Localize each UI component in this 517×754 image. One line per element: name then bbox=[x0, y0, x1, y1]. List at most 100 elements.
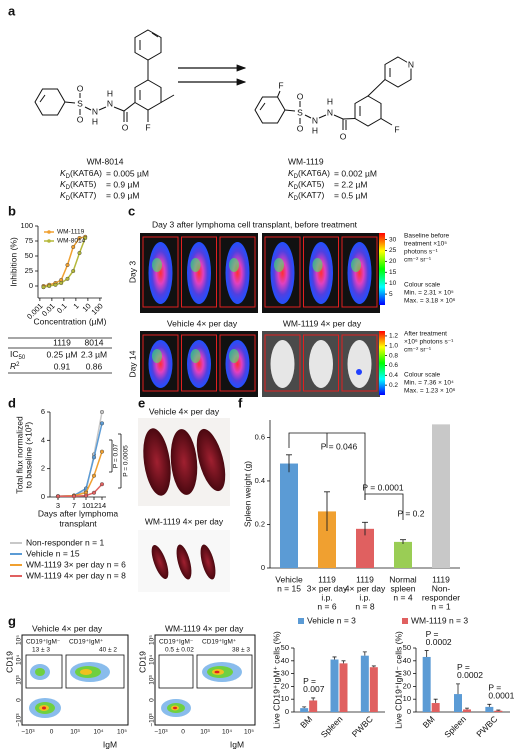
colour-scale: Min. = 2.31 × 10⁵ bbox=[404, 290, 454, 297]
p-value: P = bbox=[303, 676, 316, 686]
point bbox=[41, 285, 46, 290]
row-sub: 50 bbox=[19, 355, 26, 361]
error-bar bbox=[456, 683, 460, 695]
y-tick-label: 2 bbox=[41, 464, 45, 473]
error-bar bbox=[487, 703, 492, 707]
x-tick-label: 1119 bbox=[318, 574, 336, 584]
plot-title: Vehicle 4× per day bbox=[32, 623, 103, 633]
table-row-label: IC50 bbox=[10, 349, 26, 360]
kd-value: = 0.5 µM bbox=[334, 190, 367, 200]
colour-tick-label: 30 bbox=[389, 236, 397, 243]
error-bar bbox=[362, 521, 368, 536]
roi-box bbox=[142, 236, 179, 308]
y-tick-label: 30 bbox=[281, 669, 289, 678]
x-tick-label: i.p. bbox=[321, 592, 332, 602]
point bbox=[91, 490, 96, 495]
x-axis-label: Days after lymphoma bbox=[38, 508, 119, 518]
point bbox=[65, 276, 70, 281]
signal bbox=[312, 258, 323, 272]
bar bbox=[454, 694, 462, 712]
colour-scale: Colour scale bbox=[404, 282, 441, 289]
x-tick-label: Vehicle bbox=[275, 574, 303, 584]
bar bbox=[463, 709, 471, 712]
error-bar bbox=[465, 707, 469, 710]
x-tick-label: 14 bbox=[98, 501, 106, 510]
gate-name: CD19⁺IgM⁻ bbox=[159, 639, 194, 646]
legend-label: Vehicle n = 15 bbox=[26, 548, 80, 558]
signal bbox=[356, 369, 362, 375]
gate-name: CD19⁺IgM⁺ bbox=[69, 639, 104, 646]
table-header: 8014 bbox=[85, 337, 104, 347]
panel-label: b bbox=[8, 203, 16, 218]
kd-sub: D bbox=[294, 196, 299, 202]
legend-label: WM-1119 4× per day n = 8 bbox=[26, 570, 126, 580]
bar bbox=[300, 708, 309, 712]
y-axis-label: Inhibition (%) bbox=[8, 237, 18, 287]
kd-target: (KAT6A) bbox=[70, 168, 102, 178]
atom: F bbox=[394, 124, 399, 134]
colour-bar bbox=[379, 233, 385, 305]
bar bbox=[485, 706, 494, 712]
p-value: P = bbox=[426, 629, 439, 639]
colour-unit: Baseline before bbox=[404, 233, 450, 240]
panel-label: a bbox=[8, 3, 16, 18]
table-cell: 0.25 µM bbox=[47, 349, 78, 359]
roi-box bbox=[341, 236, 378, 308]
colour-tick-label: 1.0 bbox=[389, 342, 398, 349]
atom: O bbox=[340, 131, 347, 141]
point bbox=[99, 482, 104, 487]
p-value: P = 0.046 bbox=[321, 441, 358, 451]
x-tick-label: −10³ bbox=[154, 729, 168, 736]
error-bar bbox=[424, 650, 429, 657]
point bbox=[83, 493, 88, 498]
x-tick-label: 7 bbox=[72, 501, 76, 510]
y-axis-label: CD19 bbox=[137, 651, 147, 673]
bar bbox=[494, 710, 503, 712]
legend-marker bbox=[47, 239, 51, 243]
kd-target: (KAT5) bbox=[70, 179, 96, 189]
mouse bbox=[225, 340, 250, 388]
bar bbox=[356, 528, 374, 568]
colour-tick-label: 25 bbox=[389, 247, 397, 254]
row-label: Day 3 bbox=[127, 261, 137, 283]
kd-sub: D bbox=[66, 196, 71, 202]
point bbox=[77, 250, 82, 255]
kd-line: KD(KAT7) bbox=[60, 190, 96, 201]
p-value: 0.007 bbox=[303, 684, 325, 694]
point bbox=[71, 494, 76, 499]
row-symbol: IC bbox=[10, 349, 19, 359]
spleen-photos bbox=[138, 418, 230, 592]
point bbox=[71, 244, 76, 249]
point bbox=[47, 284, 52, 289]
kd-sub: D bbox=[294, 174, 299, 180]
kd-line: KD(KAT6A) bbox=[60, 168, 102, 179]
bar bbox=[330, 659, 339, 712]
x-tick-label: 10⁴ bbox=[222, 729, 232, 736]
y-tick-label: −10³ bbox=[16, 713, 23, 727]
series-line bbox=[43, 237, 86, 288]
x-tick-label: n = 1 bbox=[431, 601, 450, 611]
x-tick-label: 10⁵ bbox=[244, 729, 254, 736]
table-cell: 2.3 µM bbox=[81, 349, 107, 359]
x-tick-label: PWBC bbox=[474, 714, 499, 739]
legend-label: Vehicle n = 3 bbox=[307, 615, 356, 625]
table-cell: 0.86 bbox=[86, 361, 103, 371]
kd-value: = 2.2 µM bbox=[334, 179, 367, 189]
error-bar bbox=[433, 698, 438, 704]
y-axis-label: to baseline (×10³) bbox=[23, 422, 33, 489]
panel-title: Day 3 after lymphoma cell transplant, be… bbox=[152, 219, 358, 229]
y-tick-label: 0 bbox=[285, 707, 289, 716]
group-label: WM-1119 4× per day bbox=[283, 318, 362, 328]
atom: H bbox=[92, 116, 98, 126]
y-axis-label: CD19 bbox=[4, 651, 14, 673]
mouse bbox=[270, 340, 295, 388]
colour-unit: cm⁻² sr⁻¹ bbox=[404, 347, 432, 354]
mouse bbox=[270, 242, 295, 304]
p-value: P = 0.2 bbox=[397, 508, 424, 518]
atom: N bbox=[408, 59, 414, 69]
y-tick-label: 0 bbox=[149, 698, 156, 702]
signal bbox=[152, 349, 162, 363]
kd-symbol: K bbox=[288, 168, 294, 178]
mouse bbox=[148, 340, 173, 388]
mouse bbox=[309, 242, 333, 304]
